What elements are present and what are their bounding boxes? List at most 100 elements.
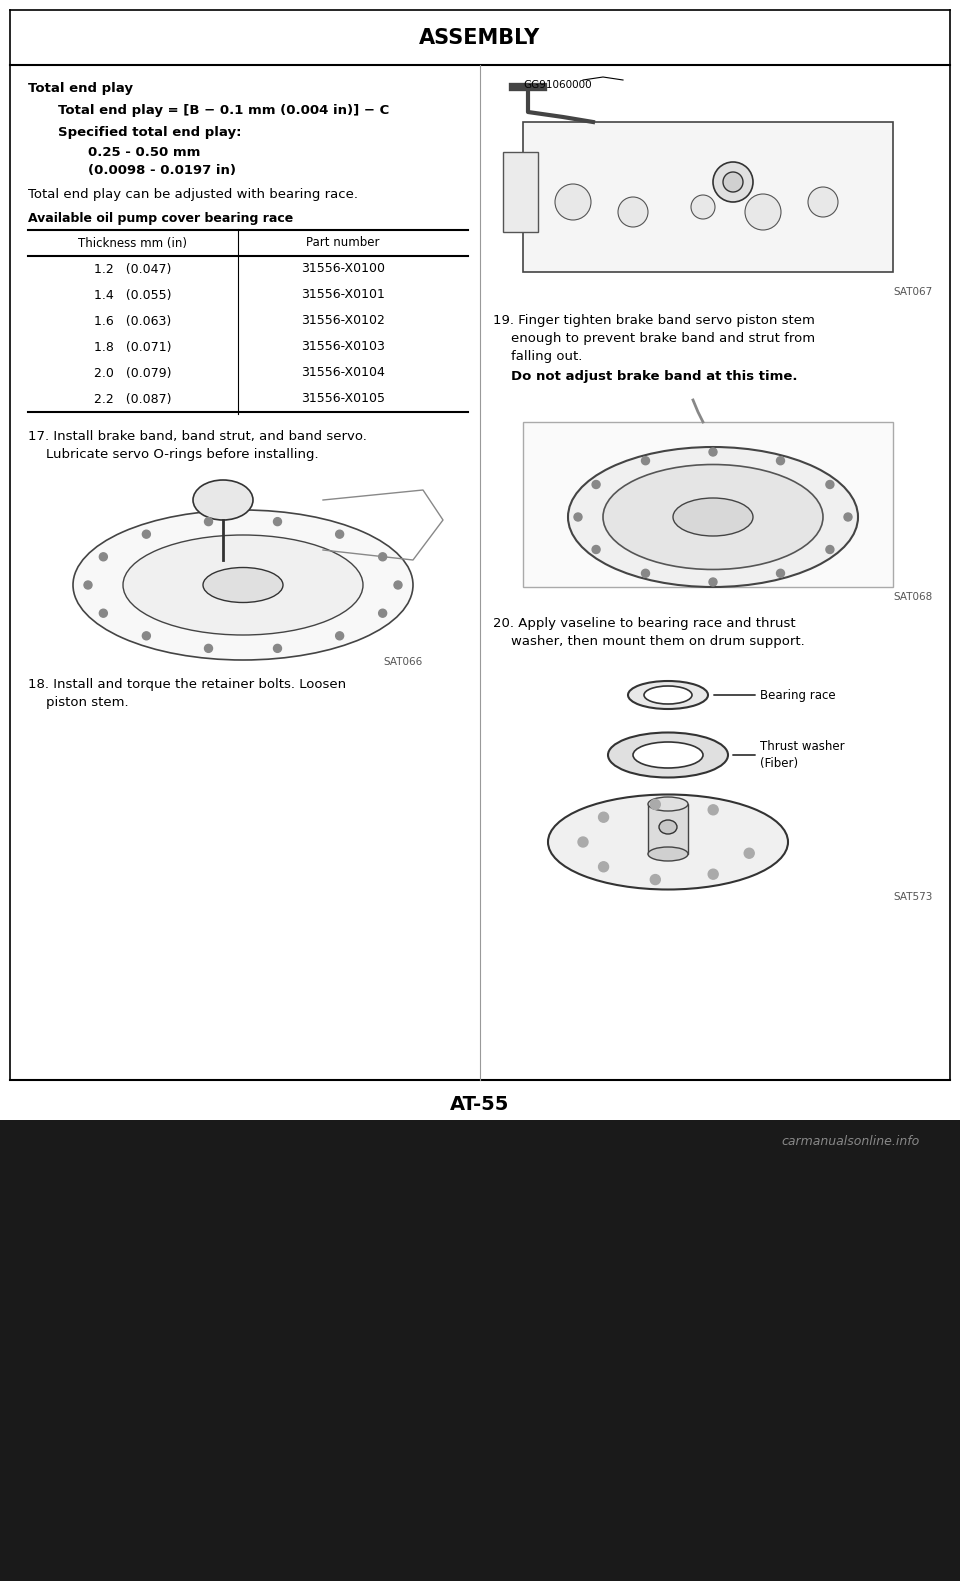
Text: 0.25 - 0.50 mm: 0.25 - 0.50 mm [88, 145, 201, 160]
Bar [493, 658, 935, 907]
Ellipse shape [633, 741, 703, 768]
Text: carmanualsonline.info: carmanualsonline.info [781, 1135, 920, 1148]
Circle shape [274, 645, 281, 653]
Text: SAT068: SAT068 [894, 591, 933, 602]
Circle shape [99, 553, 108, 561]
Text: 18. Install and torque the retainer bolts. Loosen: 18. Install and torque the retainer bolt… [28, 678, 347, 691]
Text: 1.2   (0.047): 1.2 (0.047) [94, 262, 172, 275]
Text: 1.8   (0.071): 1.8 (0.071) [94, 340, 172, 354]
Circle shape [777, 569, 784, 577]
Text: Thrust washer: Thrust washer [760, 740, 845, 753]
Ellipse shape [723, 172, 743, 191]
Text: Total end play: Total end play [28, 82, 133, 95]
Bar [648, 805, 688, 854]
Bar [493, 392, 935, 607]
Bar [523, 122, 893, 272]
Circle shape [578, 836, 588, 847]
Text: 17. Install brake band, band strut, and band servo.: 17. Install brake band, band strut, and … [28, 430, 367, 443]
Circle shape [592, 545, 600, 553]
Circle shape [650, 874, 660, 885]
Circle shape [641, 457, 650, 465]
Circle shape [142, 530, 151, 538]
Ellipse shape [568, 447, 858, 587]
Circle shape [274, 517, 281, 525]
Ellipse shape [603, 465, 823, 569]
Ellipse shape [608, 732, 728, 778]
Circle shape [708, 870, 718, 879]
Ellipse shape [73, 511, 413, 659]
Text: enough to prevent brake band and strut from: enough to prevent brake band and strut f… [511, 332, 815, 345]
Text: falling out.: falling out. [511, 349, 583, 364]
Text: piston stem.: piston stem. [46, 696, 129, 708]
Circle shape [142, 632, 151, 640]
Text: 1.4   (0.055): 1.4 (0.055) [94, 288, 172, 302]
Ellipse shape [193, 481, 253, 520]
Circle shape [641, 569, 650, 577]
Text: 31556-X0101: 31556-X0101 [301, 288, 385, 302]
Circle shape [84, 580, 92, 590]
Text: ASSEMBLY: ASSEMBLY [420, 28, 540, 47]
Circle shape [204, 517, 212, 525]
Circle shape [378, 609, 387, 617]
Circle shape [574, 512, 582, 522]
Ellipse shape [644, 686, 692, 704]
Ellipse shape [203, 568, 283, 602]
Text: Specified total end play:: Specified total end play: [58, 126, 242, 139]
Ellipse shape [713, 161, 753, 202]
Circle shape [394, 580, 402, 590]
Circle shape [592, 481, 600, 489]
Text: 1.6   (0.063): 1.6 (0.063) [94, 315, 172, 327]
Text: Total end play can be adjusted with bearing race.: Total end play can be adjusted with bear… [28, 188, 358, 201]
Ellipse shape [673, 498, 753, 536]
Text: SAT573: SAT573 [894, 892, 933, 903]
Text: 2.0   (0.079): 2.0 (0.079) [94, 367, 172, 379]
Text: AT-55: AT-55 [450, 1096, 510, 1115]
Circle shape [709, 579, 717, 587]
Circle shape [336, 632, 344, 640]
Circle shape [826, 481, 834, 489]
Text: 2.2   (0.087): 2.2 (0.087) [94, 392, 172, 405]
Text: 31556-X0102: 31556-X0102 [301, 315, 385, 327]
Ellipse shape [648, 847, 688, 862]
Text: 19. Finger tighten brake band servo piston stem: 19. Finger tighten brake band servo pist… [493, 315, 815, 327]
Text: SAT066: SAT066 [384, 658, 423, 667]
Text: 31556-X0100: 31556-X0100 [301, 262, 385, 275]
Text: 31556-X0103: 31556-X0103 [301, 340, 385, 354]
Text: Available oil pump cover bearing race: Available oil pump cover bearing race [28, 212, 293, 225]
Text: GG91060000: GG91060000 [523, 81, 591, 90]
Text: Thickness mm (in): Thickness mm (in) [79, 237, 187, 250]
Circle shape [650, 800, 660, 809]
Circle shape [599, 813, 609, 822]
Text: Lubricate servo O-rings before installing.: Lubricate servo O-rings before installin… [46, 447, 319, 462]
Text: 31556-X0104: 31556-X0104 [301, 367, 385, 379]
Ellipse shape [628, 681, 708, 708]
Circle shape [826, 545, 834, 553]
Text: Part number: Part number [306, 237, 380, 250]
Ellipse shape [618, 198, 648, 228]
Circle shape [844, 512, 852, 522]
Bar [0, 0, 960, 1119]
Ellipse shape [555, 183, 591, 220]
Bar [523, 422, 893, 587]
Text: 20. Apply vaseline to bearing race and thrust: 20. Apply vaseline to bearing race and t… [493, 617, 796, 629]
Text: Bearing race: Bearing race [760, 688, 835, 702]
Circle shape [378, 553, 387, 561]
Text: washer, then mount them on drum support.: washer, then mount them on drum support. [511, 636, 804, 648]
Bar [503, 152, 538, 232]
Circle shape [204, 645, 212, 653]
Text: SAT067: SAT067 [894, 288, 933, 297]
Circle shape [709, 447, 717, 455]
Ellipse shape [808, 187, 838, 217]
Circle shape [777, 457, 784, 465]
Ellipse shape [691, 194, 715, 220]
Text: Total end play = [B − 0.1 mm (0.004 in)] − C: Total end play = [B − 0.1 mm (0.004 in)]… [58, 104, 389, 117]
Text: (Fiber): (Fiber) [760, 757, 798, 770]
Circle shape [708, 805, 718, 814]
Circle shape [744, 849, 755, 858]
Ellipse shape [548, 795, 788, 890]
Text: 31556-X0105: 31556-X0105 [301, 392, 385, 405]
Bar [493, 73, 935, 302]
Ellipse shape [659, 821, 677, 835]
Text: Do not adjust brake band at this time.: Do not adjust brake band at this time. [511, 370, 798, 383]
Circle shape [99, 609, 108, 617]
